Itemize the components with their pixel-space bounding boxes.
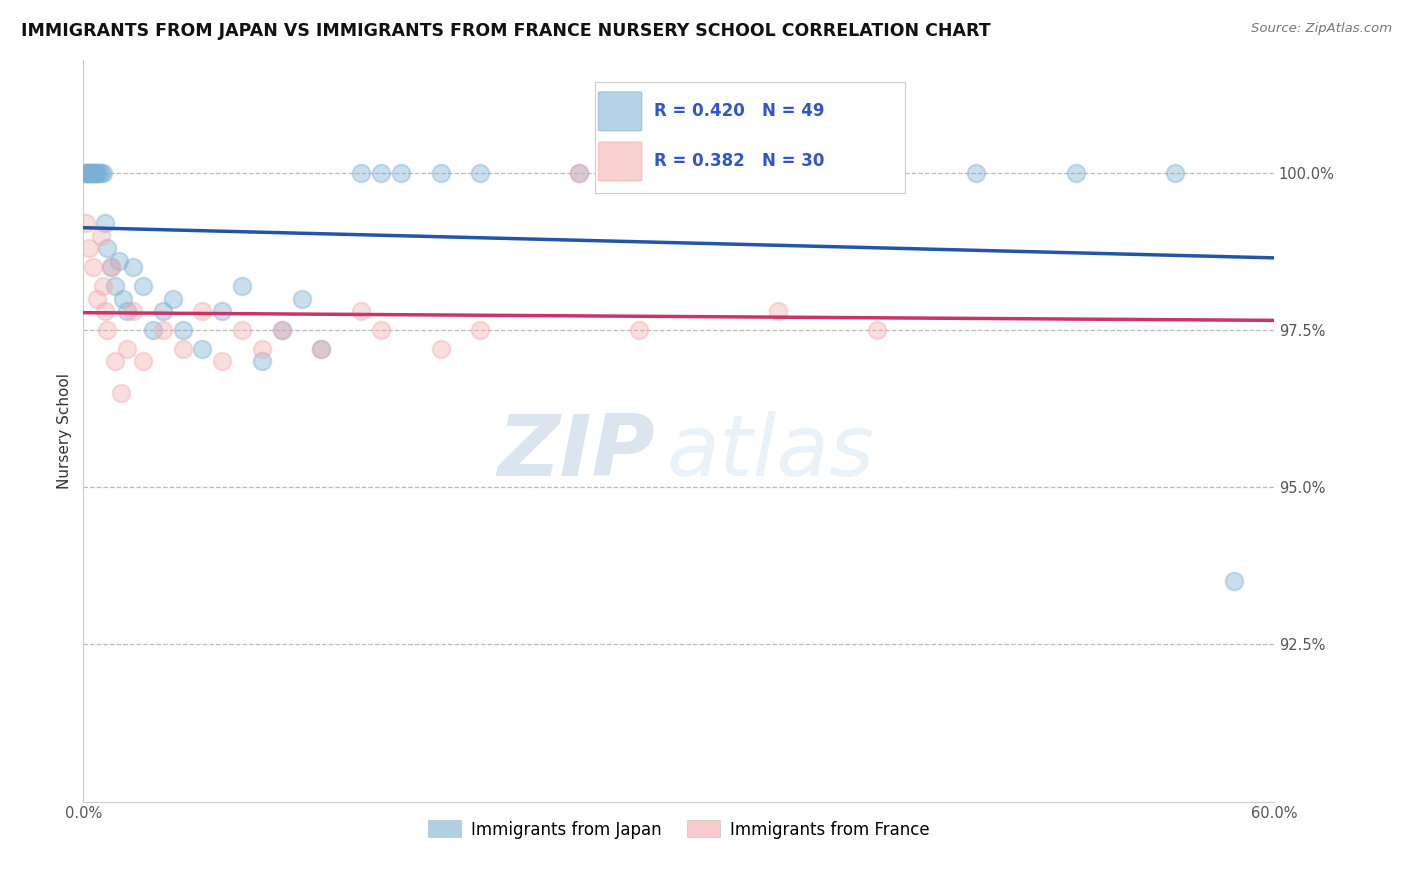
Point: [311, 342, 333, 356]
Point: [111, 292, 134, 306]
Point: [429, 342, 451, 356]
Point: [211, 354, 233, 368]
Point: [77, 166, 100, 180]
Point: [84, 166, 107, 180]
Point: [1064, 166, 1087, 180]
Point: [766, 166, 789, 180]
Point: [90, 228, 112, 243]
Point: [568, 166, 591, 180]
Point: [370, 323, 392, 337]
Point: [75, 166, 97, 180]
Point: [94, 216, 117, 230]
Point: [75, 216, 97, 230]
Point: [250, 354, 273, 368]
Point: [91, 166, 114, 180]
Point: [122, 260, 145, 274]
Point: [191, 342, 214, 356]
Point: [84, 166, 107, 180]
Point: [108, 253, 131, 268]
Point: [77, 241, 100, 255]
Point: [291, 292, 314, 306]
Point: [866, 323, 889, 337]
Point: [89, 166, 111, 180]
Text: IMMIGRANTS FROM JAPAN VS IMMIGRANTS FROM FRANCE NURSERY SCHOOL CORRELATION CHART: IMMIGRANTS FROM JAPAN VS IMMIGRANTS FROM…: [21, 22, 991, 40]
Point: [211, 304, 233, 318]
Point: [91, 279, 114, 293]
Point: [104, 279, 127, 293]
Point: [132, 279, 155, 293]
Point: [96, 241, 118, 255]
Point: [1223, 574, 1246, 589]
Point: [96, 323, 118, 337]
Point: [766, 304, 789, 318]
Point: [568, 166, 591, 180]
Point: [370, 166, 392, 180]
Y-axis label: Nursery School: Nursery School: [58, 373, 72, 489]
Point: [231, 323, 253, 337]
Point: [152, 323, 174, 337]
Point: [191, 304, 214, 318]
Point: [82, 260, 104, 274]
Text: ZIP: ZIP: [498, 411, 655, 494]
Point: [83, 166, 105, 180]
Point: [115, 304, 138, 318]
Point: [142, 323, 165, 337]
Point: [80, 166, 103, 180]
Point: [470, 166, 492, 180]
Point: [75, 166, 97, 180]
Point: [90, 166, 112, 180]
Point: [350, 166, 373, 180]
Point: [132, 354, 155, 368]
Point: [429, 166, 451, 180]
Point: [470, 323, 492, 337]
Text: Source: ZipAtlas.com: Source: ZipAtlas.com: [1251, 22, 1392, 36]
Point: [77, 166, 100, 180]
Point: [94, 304, 117, 318]
Point: [162, 292, 184, 306]
Point: [152, 304, 174, 318]
Point: [82, 166, 104, 180]
Point: [627, 323, 650, 337]
Legend: Immigrants from Japan, Immigrants from France: Immigrants from Japan, Immigrants from F…: [420, 814, 936, 846]
Point: [270, 323, 292, 337]
Point: [270, 323, 292, 337]
Point: [100, 260, 122, 274]
Point: [86, 292, 108, 306]
Point: [311, 342, 333, 356]
Point: [389, 166, 412, 180]
Point: [965, 166, 987, 180]
Point: [172, 342, 194, 356]
Point: [76, 166, 98, 180]
Point: [115, 342, 138, 356]
Point: [172, 323, 194, 337]
Point: [122, 304, 145, 318]
Point: [100, 260, 122, 274]
Point: [250, 342, 273, 356]
Point: [1164, 166, 1187, 180]
Point: [104, 354, 127, 368]
Point: [82, 166, 104, 180]
Point: [110, 385, 132, 400]
Point: [79, 166, 101, 180]
Point: [86, 166, 108, 180]
Text: atlas: atlas: [666, 411, 875, 494]
Point: [231, 279, 253, 293]
Point: [350, 304, 373, 318]
Point: [866, 166, 889, 180]
Point: [668, 166, 690, 180]
